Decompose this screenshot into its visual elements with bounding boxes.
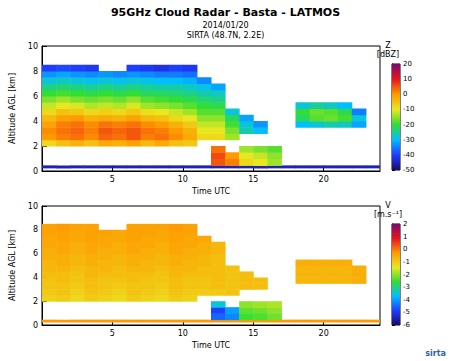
svg-text:-3: -3	[403, 283, 410, 291]
svg-text:15: 15	[248, 175, 258, 184]
svg-text:[dBZ]: [dBZ]	[377, 50, 399, 59]
svg-text:-5: -5	[403, 308, 410, 316]
svg-text:SIRTA (48.7N, 2.2E): SIRTA (48.7N, 2.2E)	[187, 31, 265, 40]
svg-text:V: V	[385, 201, 391, 210]
svg-text:-50: -50	[403, 166, 414, 174]
svg-text:2: 2	[403, 220, 407, 228]
svg-text:4: 4	[33, 273, 38, 282]
svg-text:2014/01/20: 2014/01/20	[202, 21, 248, 30]
svg-text:15: 15	[248, 329, 258, 338]
svg-text:20: 20	[319, 329, 329, 338]
svg-text:0: 0	[33, 167, 38, 176]
svg-text:6: 6	[33, 249, 38, 258]
svg-text:Time UTC: Time UTC	[191, 187, 230, 196]
svg-text:-10: -10	[403, 105, 414, 113]
svg-text:4: 4	[33, 117, 38, 126]
svg-text:-1: -1	[403, 258, 410, 266]
svg-text:10: 10	[403, 75, 412, 83]
svg-text:95GHz Cloud Radar - Basta - LA: 95GHz Cloud Radar - Basta - LATMOS	[111, 6, 340, 19]
svg-text:[m.s⁻¹]: [m.s⁻¹]	[374, 210, 402, 219]
svg-text:-20: -20	[403, 121, 414, 129]
svg-text:8: 8	[33, 67, 38, 76]
svg-text:5: 5	[110, 329, 115, 338]
svg-text:10: 10	[28, 42, 38, 51]
svg-text:0: 0	[403, 90, 407, 98]
svg-text:1: 1	[403, 233, 407, 241]
svg-text:6: 6	[33, 92, 38, 101]
svg-text:sirta: sirta	[425, 349, 446, 358]
svg-text:5: 5	[110, 175, 115, 184]
svg-text:Z: Z	[385, 41, 391, 50]
svg-text:10: 10	[178, 175, 188, 184]
svg-text:20: 20	[319, 175, 329, 184]
svg-text:-30: -30	[403, 136, 414, 144]
svg-text:2: 2	[33, 142, 38, 151]
svg-text:20: 20	[403, 60, 412, 68]
svg-text:Altitude AGL [km]: Altitude AGL [km]	[8, 73, 17, 144]
svg-text:Altitude AGL [km]: Altitude AGL [km]	[8, 230, 17, 301]
svg-text:0: 0	[33, 321, 38, 330]
svg-text:Time UTC: Time UTC	[191, 341, 230, 350]
svg-text:-2: -2	[403, 271, 410, 279]
svg-text:2: 2	[33, 297, 38, 306]
svg-text:10: 10	[178, 329, 188, 338]
svg-text:8: 8	[33, 225, 38, 234]
svg-text:-4: -4	[403, 296, 411, 304]
svg-text:10: 10	[28, 202, 38, 211]
svg-text:0: 0	[403, 245, 407, 253]
svg-text:-6: -6	[403, 321, 411, 329]
svg-text:-40: -40	[403, 151, 414, 159]
